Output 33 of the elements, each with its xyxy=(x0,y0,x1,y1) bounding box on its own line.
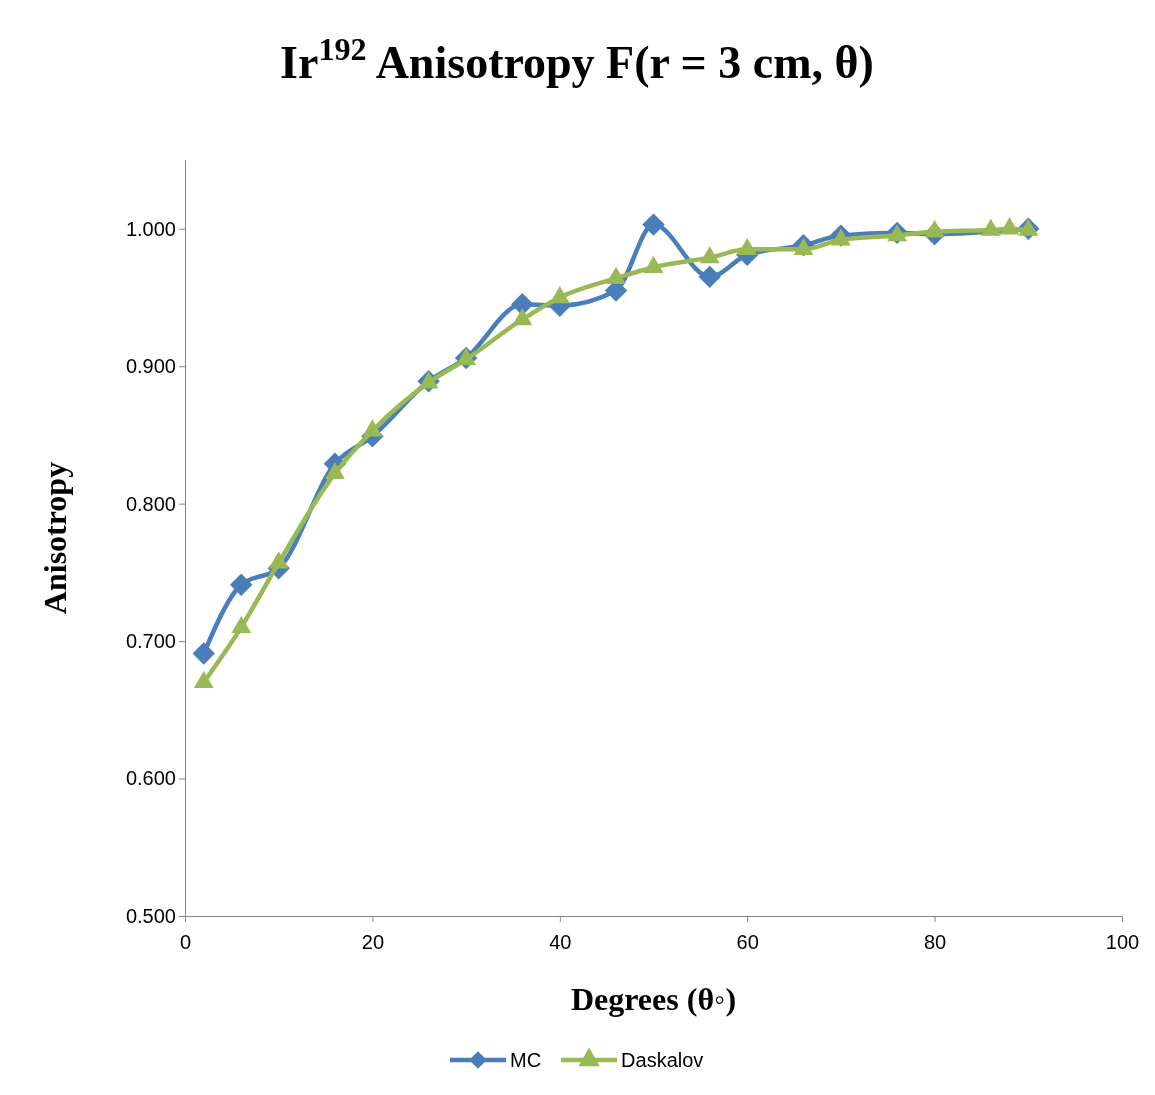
point xyxy=(549,286,570,304)
point xyxy=(231,615,252,634)
x-tick-label: 40 xyxy=(549,931,572,953)
legend-label: Daskalov xyxy=(621,1049,704,1071)
point xyxy=(512,308,533,326)
x-tick-label: 0 xyxy=(179,931,192,953)
x-axis-title: Degrees (θ◦) xyxy=(570,981,737,1017)
point xyxy=(362,419,383,437)
y-tick-label: 0.900 xyxy=(125,355,176,378)
point xyxy=(980,218,1001,236)
y-tick-label: 0.700 xyxy=(125,629,176,652)
x-tick-label: 20 xyxy=(361,931,385,953)
legend-label: MC xyxy=(510,1049,542,1071)
point xyxy=(230,573,253,596)
point xyxy=(699,246,720,264)
x-tick-label: 80 xyxy=(923,931,947,953)
point xyxy=(268,551,289,569)
point xyxy=(643,255,664,273)
chart-title: Ir$^{192}$ Anisotropy F(r = 3 cm, θ) xyxy=(280,31,874,88)
point xyxy=(999,217,1020,235)
point xyxy=(192,642,215,665)
y-tick-label: 0.500 xyxy=(125,904,176,927)
point xyxy=(325,461,345,480)
point xyxy=(606,266,626,284)
y-tick-label: 1.000 xyxy=(125,217,176,240)
y-tick-label: 0.800 xyxy=(125,492,176,515)
point xyxy=(737,237,758,256)
point xyxy=(193,670,214,689)
y-tick-label: 0.600 xyxy=(125,767,176,790)
x-tick-label: 100 xyxy=(1105,931,1140,953)
x-tick-label: 60 xyxy=(736,931,759,953)
y-axis-title: Anisotropy xyxy=(37,461,73,615)
point xyxy=(924,220,945,238)
